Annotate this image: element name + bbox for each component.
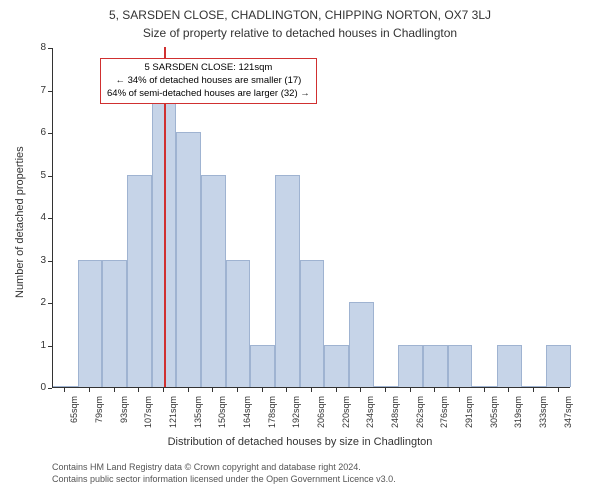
histogram-bar: [78, 260, 103, 388]
ytick-mark: [48, 91, 52, 92]
xtick-mark: [336, 388, 337, 392]
xtick-label: 121sqm: [168, 396, 178, 436]
ytick-mark: [48, 218, 52, 219]
footer-line1: Contains HM Land Registry data © Crown c…: [52, 462, 396, 474]
histogram-bar: [398, 345, 423, 388]
xtick-mark: [533, 388, 534, 392]
ytick-mark: [48, 303, 52, 304]
footer-attribution: Contains HM Land Registry data © Crown c…: [52, 462, 396, 485]
xtick-label: 93sqm: [119, 396, 129, 436]
xtick-label: 150sqm: [217, 396, 227, 436]
ytick-mark: [48, 388, 52, 389]
xtick-label: 234sqm: [365, 396, 375, 436]
chart-title-address: 5, SARSDEN CLOSE, CHADLINGTON, CHIPPING …: [0, 8, 600, 22]
xtick-label: 192sqm: [291, 396, 301, 436]
xtick-label: 206sqm: [316, 396, 326, 436]
xtick-mark: [558, 388, 559, 392]
ytick-label: 5: [26, 170, 46, 181]
histogram-bar: [448, 345, 473, 388]
ytick-mark: [48, 133, 52, 134]
histogram-bar: [201, 175, 226, 388]
ytick-label: 2: [26, 297, 46, 308]
histogram-bar: [522, 386, 547, 387]
histogram-bar: [102, 260, 127, 388]
ytick-label: 8: [26, 42, 46, 53]
ytick-label: 1: [26, 340, 46, 351]
callout-line1: 5 SARSDEN CLOSE: 121sqm: [107, 62, 310, 75]
xtick-label: 319sqm: [513, 396, 523, 436]
histogram-bar: [349, 302, 374, 387]
xtick-mark: [508, 388, 509, 392]
xtick-mark: [114, 388, 115, 392]
xtick-mark: [385, 388, 386, 392]
ytick-label: 3: [26, 255, 46, 266]
y-axis-label: Number of detached properties: [14, 146, 26, 298]
histogram-bar: [176, 132, 201, 387]
xtick-mark: [459, 388, 460, 392]
histogram-bar: [250, 345, 275, 388]
xtick-mark: [138, 388, 139, 392]
chart-subtitle: Size of property relative to detached ho…: [0, 26, 600, 40]
histogram-bar: [275, 175, 300, 388]
histogram-bar: [472, 386, 497, 387]
xtick-label: 262sqm: [415, 396, 425, 436]
xtick-mark: [311, 388, 312, 392]
xtick-mark: [262, 388, 263, 392]
xtick-label: 65sqm: [69, 396, 79, 436]
histogram-bar: [497, 345, 522, 388]
histogram-bar: [546, 345, 571, 388]
histogram-bar: [127, 175, 152, 388]
x-axis-label: Distribution of detached houses by size …: [0, 436, 600, 448]
histogram-bar: [324, 345, 349, 388]
ytick-label: 4: [26, 212, 46, 223]
xtick-mark: [360, 388, 361, 392]
xtick-mark: [64, 388, 65, 392]
xtick-mark: [163, 388, 164, 392]
xtick-label: 347sqm: [563, 396, 573, 436]
histogram-bar: [53, 386, 78, 387]
xtick-label: 333sqm: [538, 396, 548, 436]
ytick-label: 0: [26, 382, 46, 393]
xtick-label: 248sqm: [390, 396, 400, 436]
histogram-bar: [226, 260, 251, 388]
xtick-label: 305sqm: [489, 396, 499, 436]
callout-line2: ← 34% of detached houses are smaller (17…: [107, 75, 310, 88]
xtick-mark: [434, 388, 435, 392]
xtick-mark: [484, 388, 485, 392]
ytick-mark: [48, 261, 52, 262]
xtick-mark: [286, 388, 287, 392]
xtick-mark: [188, 388, 189, 392]
ytick-mark: [48, 346, 52, 347]
xtick-label: 135sqm: [193, 396, 203, 436]
xtick-label: 220sqm: [341, 396, 351, 436]
ytick-mark: [48, 48, 52, 49]
histogram-bar: [374, 386, 399, 387]
xtick-label: 107sqm: [143, 396, 153, 436]
xtick-label: 79sqm: [94, 396, 104, 436]
xtick-mark: [410, 388, 411, 392]
xtick-label: 164sqm: [242, 396, 252, 436]
footer-line2: Contains public sector information licen…: [52, 474, 396, 486]
xtick-mark: [237, 388, 238, 392]
xtick-label: 178sqm: [267, 396, 277, 436]
xtick-mark: [89, 388, 90, 392]
ytick-label: 7: [26, 85, 46, 96]
xtick-label: 291sqm: [464, 396, 474, 436]
histogram-bar: [300, 260, 325, 388]
ytick-label: 6: [26, 127, 46, 138]
xtick-mark: [212, 388, 213, 392]
xtick-label: 276sqm: [439, 396, 449, 436]
callout-line3: 64% of semi-detached houses are larger (…: [107, 88, 310, 101]
ytick-mark: [48, 176, 52, 177]
histogram-bar: [423, 345, 448, 388]
property-callout: 5 SARSDEN CLOSE: 121sqm ← 34% of detache…: [100, 58, 317, 104]
